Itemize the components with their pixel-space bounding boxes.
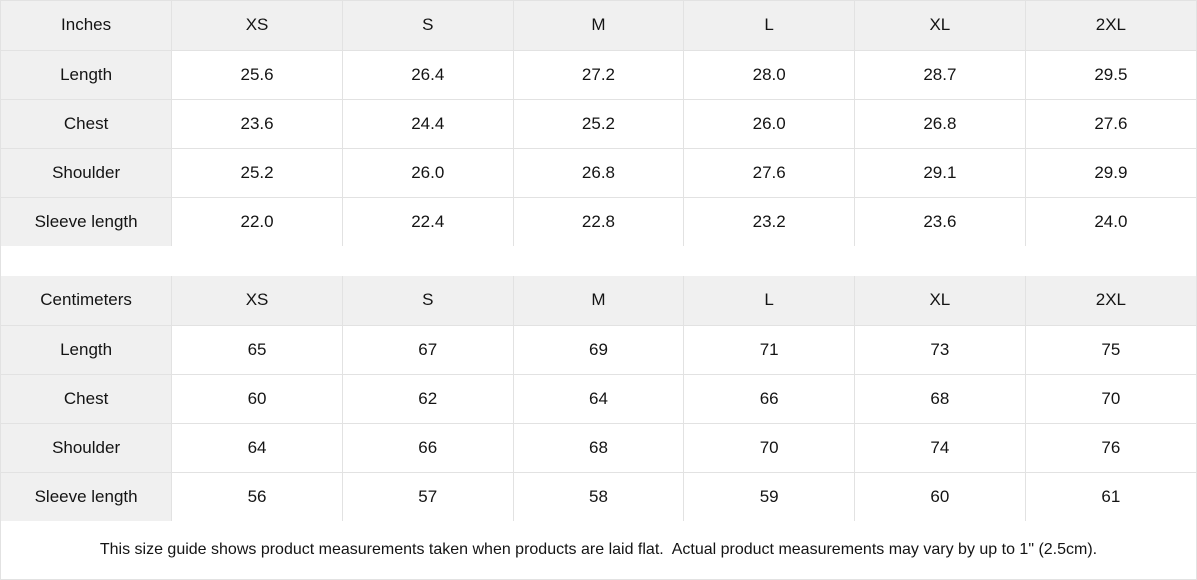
size-col-header-l: L — [683, 275, 856, 326]
row-label: Length — [0, 324, 173, 375]
inches-header-row: Inches XS S M L XL 2XL — [0, 0, 1197, 51]
measurement-cell: 68 — [854, 373, 1026, 424]
row-label: Chest — [0, 373, 173, 424]
table-row-shoulder-cm: Shoulder 64 66 68 70 74 76 — [0, 422, 1197, 473]
measurement-cell: 57 — [341, 471, 514, 522]
size-col-header-s: S — [341, 275, 514, 326]
measurement-cell: 27.6 — [1024, 98, 1197, 149]
measurement-cell: 24.4 — [341, 98, 514, 149]
measurement-cell: 60 — [171, 373, 343, 424]
table-row-length-in: Length 25.6 26.4 27.2 28.0 28.7 29.5 — [0, 49, 1197, 100]
centimeters-table: Centimeters XS S M L XL 2XL Length 65 67… — [0, 275, 1197, 522]
measurement-cell: 59 — [683, 471, 856, 522]
measurement-cell: 56 — [171, 471, 343, 522]
size-col-header-2xl: 2XL — [1024, 0, 1197, 51]
measurement-cell: 58 — [512, 471, 685, 522]
unit-header-inches: Inches — [0, 0, 173, 51]
measurement-cell: 25.2 — [512, 98, 685, 149]
measurement-cell: 25.2 — [171, 147, 343, 198]
size-col-header-s: S — [341, 0, 514, 51]
row-label: Shoulder — [0, 147, 173, 198]
table-row-shoulder-in: Shoulder 25.2 26.0 26.8 27.6 29.1 29.9 — [0, 147, 1197, 198]
measurement-cell: 29.5 — [1024, 49, 1197, 100]
size-col-header-m: M — [512, 0, 685, 51]
measurement-cell: 28.7 — [854, 49, 1026, 100]
measurement-cell: 28.0 — [683, 49, 856, 100]
measurement-cell: 61 — [1024, 471, 1197, 522]
measurement-cell: 27.2 — [512, 49, 685, 100]
measurement-cell: 71 — [683, 324, 856, 375]
size-col-header-2xl: 2XL — [1024, 275, 1197, 326]
size-col-header-xs: XS — [171, 275, 343, 326]
measurement-cell: 26.8 — [854, 98, 1026, 149]
table-row-chest-in: Chest 23.6 24.4 25.2 26.0 26.8 27.6 — [0, 98, 1197, 149]
row-label: Shoulder — [0, 422, 173, 473]
measurement-cell: 68 — [512, 422, 685, 473]
measurement-cell: 22.4 — [341, 196, 514, 247]
measurement-cell: 64 — [512, 373, 685, 424]
measurement-cell: 23.6 — [171, 98, 343, 149]
size-col-header-xl: XL — [854, 275, 1026, 326]
unit-header-centimeters: Centimeters — [0, 275, 173, 326]
measurement-cell: 74 — [854, 422, 1026, 473]
row-label: Length — [0, 49, 173, 100]
measurement-cell: 75 — [1024, 324, 1197, 375]
row-label: Chest — [0, 98, 173, 149]
measurement-cell: 25.6 — [171, 49, 343, 100]
footer-note: This size guide shows product measuremen… — [1, 521, 1196, 579]
measurement-cell: 22.8 — [512, 196, 685, 247]
measurement-cell: 67 — [341, 324, 514, 375]
measurement-cell: 23.6 — [854, 196, 1026, 247]
measurement-cell: 66 — [683, 373, 856, 424]
measurement-cell: 24.0 — [1024, 196, 1197, 247]
table-spacer — [1, 246, 1196, 276]
table-row-sleeve-in: Sleeve length 22.0 22.4 22.8 23.2 23.6 2… — [0, 196, 1197, 247]
measurement-cell: 26.0 — [341, 147, 514, 198]
measurement-cell: 62 — [341, 373, 514, 424]
measurement-cell: 64 — [171, 422, 343, 473]
centimeters-header-row: Centimeters XS S M L XL 2XL — [0, 275, 1197, 326]
measurement-cell: 70 — [683, 422, 856, 473]
table-row-sleeve-cm: Sleeve length 56 57 58 59 60 61 — [0, 471, 1197, 522]
measurement-cell: 73 — [854, 324, 1026, 375]
measurement-cell: 22.0 — [171, 196, 343, 247]
measurement-cell: 66 — [341, 422, 514, 473]
size-col-header-m: M — [512, 275, 685, 326]
table-row-length-cm: Length 65 67 69 71 73 75 — [0, 324, 1197, 375]
measurement-cell: 76 — [1024, 422, 1197, 473]
measurement-cell: 70 — [1024, 373, 1197, 424]
measurement-cell: 26.0 — [683, 98, 856, 149]
measurement-cell: 29.1 — [854, 147, 1026, 198]
size-col-header-xs: XS — [171, 0, 343, 51]
size-col-header-l: L — [683, 0, 856, 51]
measurement-cell: 29.9 — [1024, 147, 1197, 198]
measurement-cell: 27.6 — [683, 147, 856, 198]
size-col-header-xl: XL — [854, 0, 1026, 51]
measurement-cell: 65 — [171, 324, 343, 375]
measurement-cell: 23.2 — [683, 196, 856, 247]
row-label: Sleeve length — [0, 196, 173, 247]
measurement-cell: 26.8 — [512, 147, 685, 198]
inches-table: Inches XS S M L XL 2XL Length 25.6 26.4 … — [0, 0, 1197, 247]
measurement-cell: 26.4 — [341, 49, 514, 100]
table-row-chest-cm: Chest 60 62 64 66 68 70 — [0, 373, 1197, 424]
measurement-cell: 69 — [512, 324, 685, 375]
measurement-cell: 60 — [854, 471, 1026, 522]
row-label: Sleeve length — [0, 471, 173, 522]
